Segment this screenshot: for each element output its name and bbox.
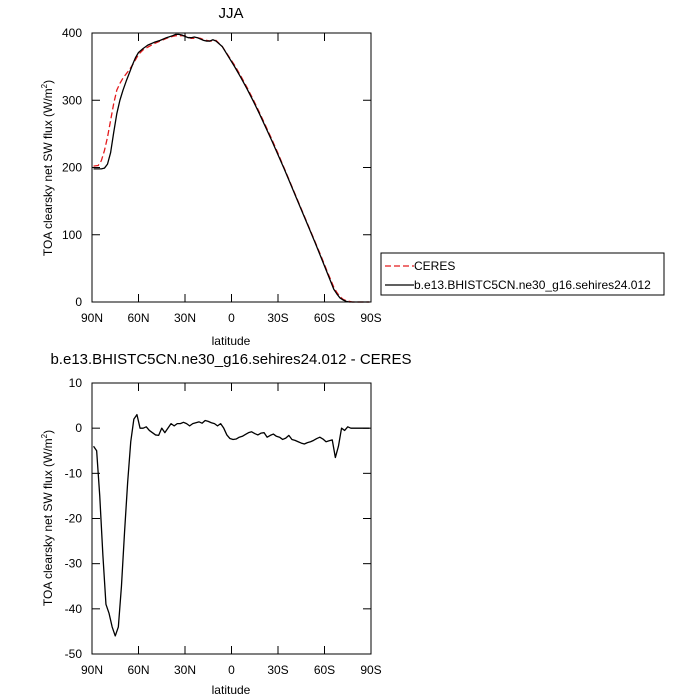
top-x-tick-label: 90S bbox=[360, 311, 381, 325]
bottom-plot-series bbox=[93, 413, 370, 637]
top-plot-title: JJA bbox=[218, 5, 243, 22]
legend: CERES b.e13.BHISTC5CN.ne30_g16.sehires24… bbox=[380, 252, 665, 296]
bottom-series-line-model bbox=[93, 413, 370, 637]
bottom-plot-title: b.e13.BHISTC5CN.ne30_g16.sehires24.012 -… bbox=[50, 351, 411, 368]
bottom-plot: b.e13.BHISTC5CN.ne30_g16.sehires24.012 -… bbox=[40, 351, 412, 697]
top-plot: JJA 90N 60N 30N 0 30S 60S 90S 0 100 200 300 400 la… bbox=[40, 5, 382, 348]
top-x-tick-label: 90N bbox=[81, 311, 103, 325]
bottom-y-label-prefix: TOA clearsky net SW flux (W/m bbox=[41, 438, 55, 606]
bottom-x-tick-label: 60N bbox=[127, 663, 149, 677]
top-plot-y-label: TOA clearsky net SW flux (W/m2) bbox=[40, 80, 55, 256]
top-y-label-superscript: 2 bbox=[40, 83, 49, 88]
bottom-x-tick-label: 30N bbox=[174, 663, 196, 677]
bottom-plot-y-ticks: -50 -40 -30 -20 -10 0 10 bbox=[65, 376, 371, 661]
bottom-y-tick-label: -50 bbox=[65, 647, 83, 661]
top-x-tick-label: 30S bbox=[267, 311, 288, 325]
top-x-tick-label: 0 bbox=[228, 311, 235, 325]
bottom-y-tick-label: -40 bbox=[65, 602, 83, 616]
bottom-plot-x-ticks: 90N 60N 30N 0 30S 60S 90S bbox=[81, 383, 382, 677]
bottom-y-tick-label: 0 bbox=[75, 421, 82, 435]
bottom-y-tick-label: -10 bbox=[65, 466, 83, 480]
top-y-tick-label: 300 bbox=[62, 93, 82, 107]
legend-model-label: b.e13.BHISTC5CN.ne30_g16.sehires24.012 bbox=[414, 278, 651, 292]
bottom-x-tick-label: 0 bbox=[228, 663, 235, 677]
top-y-tick-label: 400 bbox=[62, 26, 82, 40]
top-x-tick-label: 60S bbox=[314, 311, 335, 325]
bottom-y-tick-label: -20 bbox=[65, 512, 83, 526]
bottom-y-label-superscript: 2 bbox=[40, 433, 49, 438]
bottom-y-tick-label: -30 bbox=[65, 557, 83, 571]
top-y-label-prefix: TOA clearsky net SW flux (W/m bbox=[41, 88, 55, 256]
bottom-x-tick-label: 60S bbox=[314, 663, 335, 677]
legend-box bbox=[380, 252, 665, 296]
top-plot-frame bbox=[91, 32, 372, 303]
bottom-x-tick-label: 90N bbox=[81, 663, 103, 677]
top-series-line-ceres bbox=[93, 35, 370, 303]
bottom-y-tick-label: 10 bbox=[69, 376, 83, 390]
top-series-line-model bbox=[93, 33, 370, 303]
bottom-x-tick-label: 90S bbox=[360, 663, 381, 677]
bottom-plot-y-label: TOA clearsky net SW flux (W/m2) bbox=[40, 430, 55, 606]
top-plot-x-label: latitude bbox=[212, 334, 251, 348]
bottom-x-tick-label: 30S bbox=[267, 663, 288, 677]
top-x-tick-label: 30N bbox=[174, 311, 196, 325]
bottom-y-label-suffix: ) bbox=[41, 430, 55, 434]
bottom-plot-x-label: latitude bbox=[212, 683, 251, 697]
top-plot-x-ticks: 90N 60N 30N 0 30S 60S 90S bbox=[81, 33, 382, 325]
top-y-tick-label: 0 bbox=[75, 295, 82, 309]
top-y-label-suffix: ) bbox=[41, 80, 55, 84]
top-plot-y-ticks: 0 100 200 300 400 bbox=[62, 26, 371, 309]
top-y-tick-label: 200 bbox=[62, 161, 82, 175]
top-plot-series bbox=[93, 33, 370, 303]
top-y-tick-label: 100 bbox=[62, 228, 82, 242]
top-x-tick-label: 60N bbox=[127, 311, 149, 325]
legend-ceres-label: CERES bbox=[414, 259, 455, 273]
